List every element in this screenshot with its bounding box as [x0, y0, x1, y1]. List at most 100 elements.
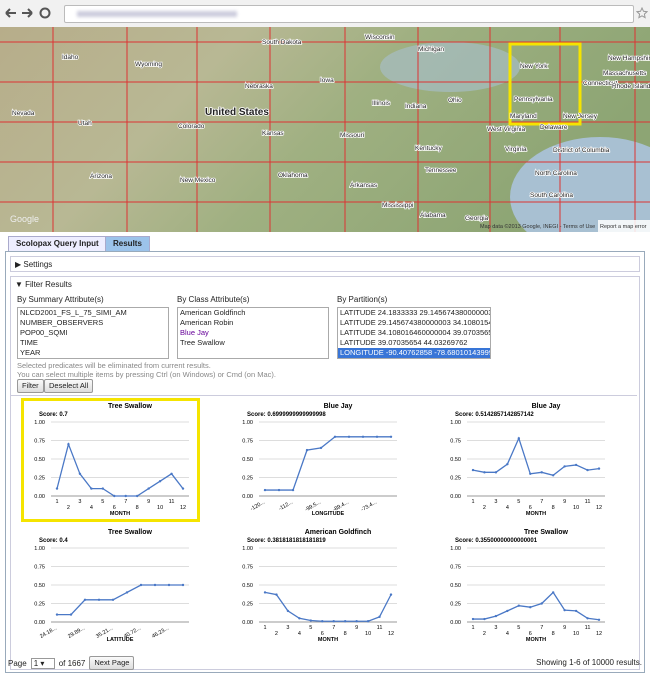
- map-label: Indiana: [405, 103, 427, 110]
- chart-title: Blue Jay: [324, 403, 353, 410]
- list-option[interactable]: NLCD2001_FS_L_75_SIMI_AM: [18, 308, 168, 318]
- map[interactable]: South DakotaWisconsinMichiganIdahoWyomin…: [0, 27, 650, 232]
- map-label: Massachusetts: [603, 70, 647, 77]
- address-bar[interactable]: [64, 5, 634, 23]
- list-option[interactable]: LATITUDE 24.1833333 29.145674380000003: [338, 308, 490, 318]
- data-point: [170, 473, 172, 475]
- filter-button[interactable]: Filter: [17, 379, 44, 393]
- page-select[interactable]: 1 ▾: [31, 658, 55, 669]
- x-tick-label: 9: [355, 625, 358, 631]
- results-summary: Showing 1-6 of 10000 results.: [536, 658, 642, 667]
- reload-button[interactable]: [41, 9, 50, 18]
- browser-toolbar: [0, 0, 650, 28]
- map-label: South Dakota: [262, 39, 302, 46]
- line-chart: Tree SwallowScore: 0.355000000000000010.…: [437, 524, 637, 648]
- filter-toggle[interactable]: ▼ Filter Results: [15, 280, 72, 289]
- y-tick-label: 0.25: [450, 602, 461, 608]
- deselect-button[interactable]: Deselect All: [44, 379, 93, 393]
- back-button[interactable]: [6, 9, 16, 17]
- list-option[interactable]: TIME: [18, 338, 168, 348]
- data-point: [70, 613, 72, 615]
- x-tick-label: 24.18...: [39, 625, 58, 640]
- data-line: [473, 592, 599, 619]
- x-tick-label: 1: [263, 625, 266, 631]
- x-tick-label: 12: [388, 631, 394, 637]
- data-point: [390, 436, 392, 438]
- map-label: Virginia: [505, 146, 527, 153]
- data-point: [390, 593, 392, 595]
- data-point: [125, 495, 127, 497]
- x-tick-label: 29.89...: [67, 625, 86, 640]
- data-point: [136, 495, 138, 497]
- x-tick-label: 7: [332, 625, 335, 631]
- data-point: [376, 436, 378, 438]
- x-axis-label: LATITUDE: [107, 637, 134, 643]
- y-tick-label: 1.00: [450, 546, 461, 552]
- x-tick-label: 1: [471, 499, 474, 505]
- list-option[interactable]: LATITUDE 39.07035654 44.03269762: [338, 338, 490, 348]
- x-tick-label: 5: [101, 499, 104, 505]
- list-option[interactable]: NUMBER_OBSERVERS: [18, 318, 168, 328]
- charts-area: Tree Swallow Score: 0.7 0.00 0.25 0.50 0.75 1.…: [11, 395, 637, 646]
- y-tick-label: 1.00: [34, 546, 45, 552]
- data-point: [344, 620, 346, 622]
- list-option[interactable]: POP00_SQMI: [18, 328, 168, 338]
- list-option[interactable]: American Goldfinch: [178, 308, 328, 318]
- x-axis-label: MONTH: [526, 637, 546, 643]
- x-tick-label: 8: [344, 631, 347, 637]
- filter-box: ▼ Filter Results By Summary Attribute(s)…: [10, 276, 640, 670]
- list-option[interactable]: LATITUDE 34.108016460000004 39.07035654: [338, 328, 490, 338]
- y-tick-label: 0.00: [450, 494, 461, 500]
- map-label: New York: [520, 63, 548, 70]
- data-point: [147, 487, 149, 489]
- data-point: [264, 591, 266, 593]
- x-tick-label: 3: [494, 625, 497, 631]
- data-point: [102, 487, 104, 489]
- list-option[interactable]: LONGITUDE -90.40762858 -78.6801014399999…: [338, 348, 490, 358]
- y-tick-label: 0.00: [242, 494, 253, 500]
- next-page-button[interactable]: Next Page: [89, 656, 134, 670]
- results-panel: ▶ Settings ▼ Filter Results By Summary A…: [5, 251, 645, 673]
- report-link[interactable]: Report a map error: [600, 224, 647, 230]
- settings-toggle[interactable]: ▶ Settings: [15, 260, 52, 269]
- list-option[interactable]: YEAR: [18, 348, 168, 358]
- data-point: [126, 591, 128, 593]
- x-tick-label: 46.23...: [151, 625, 170, 640]
- y-tick-label: 1.00: [242, 546, 253, 552]
- chart-title: Tree Swallow: [108, 529, 153, 536]
- map-label: Missouri: [340, 132, 364, 139]
- column-header: By Summary Attribute(s): [17, 295, 104, 304]
- data-point: [84, 599, 86, 601]
- data-point: [159, 480, 161, 482]
- list-option[interactable]: LATITUDE 29.145674380000003 34.108015460…: [338, 318, 490, 328]
- map-attribution: Map data ©2013 Google, INEGI - Terms of …: [480, 223, 595, 230]
- map-label: West Virginia: [487, 126, 525, 133]
- map-label: Tennessee: [425, 167, 457, 174]
- data-point: [529, 606, 531, 608]
- star-icon[interactable]: [636, 7, 648, 19]
- y-tick-label: 0.50: [450, 457, 461, 463]
- y-tick-label: 0.00: [34, 620, 45, 626]
- data-point: [598, 619, 600, 621]
- list-option[interactable]: Blue Jay: [178, 328, 328, 338]
- chart-title: Blue Jay: [532, 403, 561, 410]
- list-option[interactable]: Tree Swallow: [178, 338, 328, 348]
- column-header: By Partition(s): [337, 295, 387, 304]
- chart-score: Score: 0.7: [39, 412, 68, 418]
- forward-button[interactable]: [22, 9, 32, 17]
- y-tick-label: 0.75: [242, 439, 253, 445]
- y-tick-label: 0.75: [450, 439, 461, 445]
- tab[interactable]: Scolopax Query Input: [8, 236, 107, 251]
- tab-active[interactable]: Results: [105, 236, 150, 251]
- data-point: [378, 616, 380, 618]
- data-point: [98, 599, 100, 601]
- data-point: [113, 495, 115, 497]
- list-option[interactable]: American Robin: [178, 318, 328, 328]
- line-chart: Blue JayScore: 0.69999999999999980.000.2…: [229, 398, 429, 522]
- data-point: [563, 609, 565, 611]
- settings-label: Settings: [23, 260, 52, 269]
